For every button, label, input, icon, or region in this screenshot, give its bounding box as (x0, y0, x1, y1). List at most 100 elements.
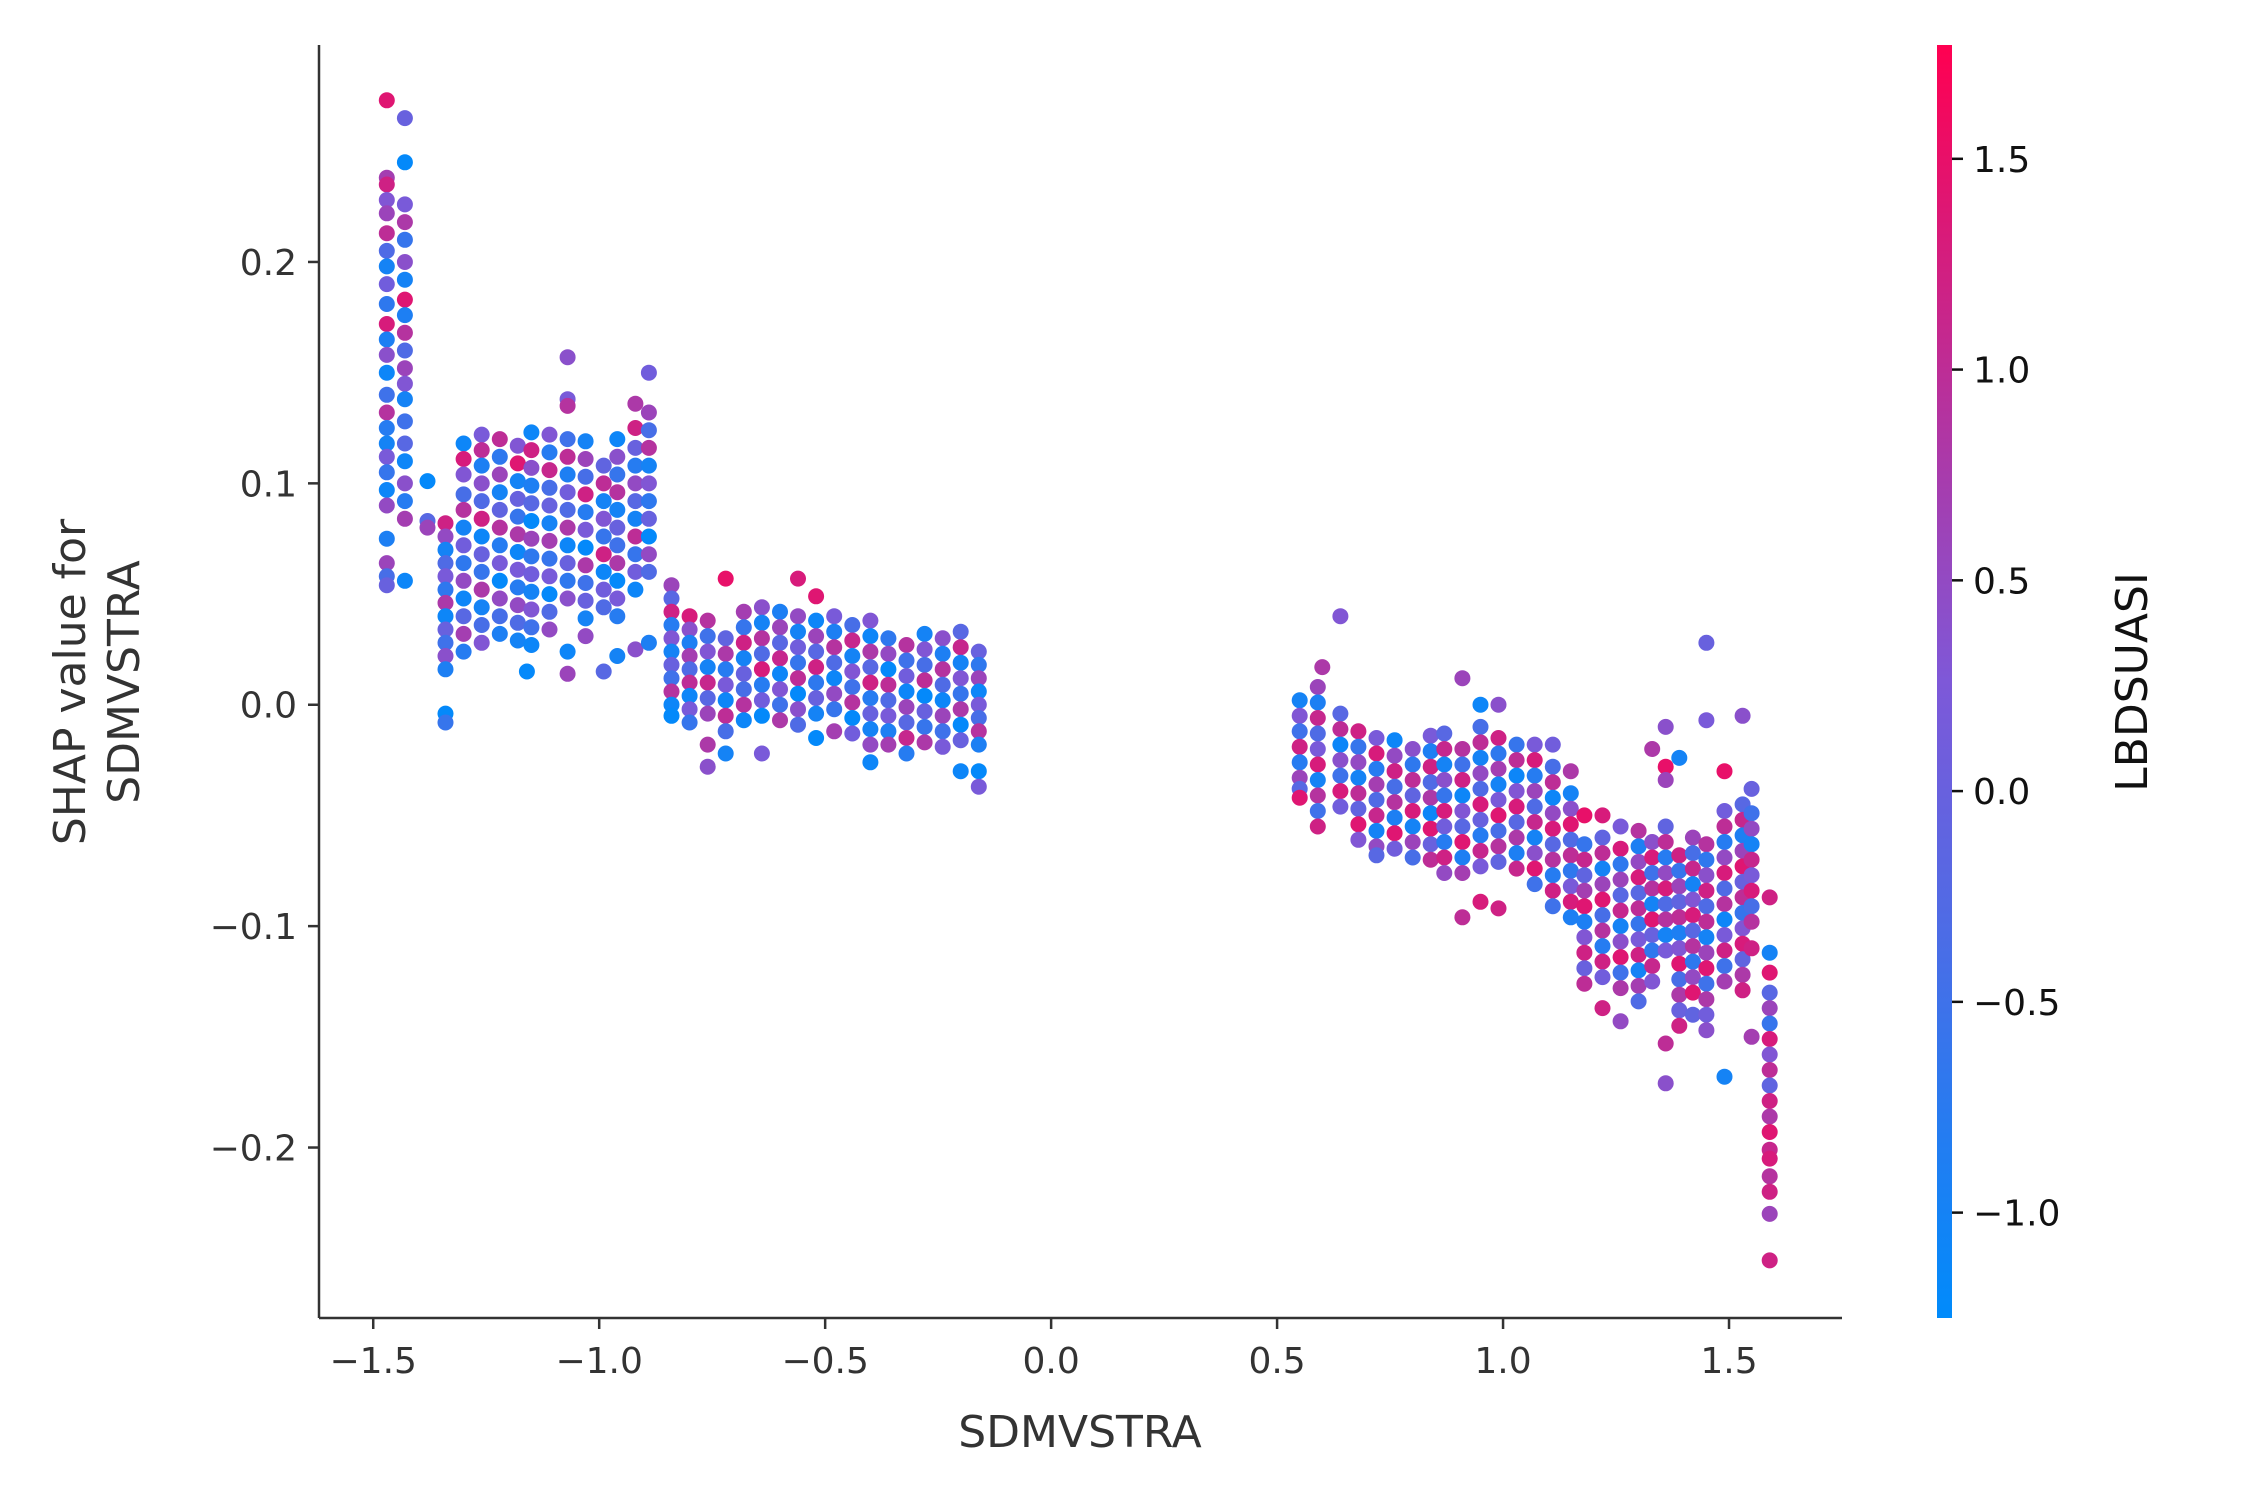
data-point (826, 685, 843, 702)
data-point (378, 386, 395, 403)
data-point (455, 519, 472, 536)
colorbar-tick-label: −0.5 (1973, 983, 2060, 1024)
x-tick-label: −1.5 (330, 1341, 417, 1382)
data-point (1454, 756, 1471, 773)
data-point (455, 466, 472, 483)
data-point (1743, 867, 1760, 884)
data-point (1716, 1068, 1733, 1085)
data-point (640, 422, 657, 439)
data-point (898, 683, 915, 700)
data-point (1684, 860, 1701, 877)
data-point (1436, 818, 1453, 835)
data-point (1761, 984, 1778, 1001)
data-point (1630, 838, 1647, 855)
data-point (1644, 849, 1661, 866)
data-point (1350, 738, 1367, 755)
data-point (1404, 849, 1421, 866)
data-point (663, 643, 680, 660)
colorbar-tick-label: 1.5 (1973, 140, 2030, 181)
data-point (609, 466, 626, 483)
data-point (627, 563, 644, 580)
data-point (699, 690, 716, 707)
y-axis-title-line-2: SDMVSTRA (99, 560, 150, 804)
data-point (609, 555, 626, 572)
data-point (609, 590, 626, 607)
data-point (1332, 705, 1349, 722)
data-point (1309, 694, 1326, 711)
data-point (862, 754, 879, 771)
data-point (1544, 836, 1561, 853)
data-point (491, 519, 508, 536)
data-point (1698, 991, 1715, 1008)
data-point (898, 714, 915, 731)
data-point (1386, 809, 1403, 826)
data-point (934, 645, 951, 662)
data-point (1698, 882, 1715, 899)
data-point (1761, 1168, 1778, 1185)
data-point (952, 685, 969, 702)
data-point (1368, 822, 1385, 839)
data-point (378, 448, 395, 465)
data-point (717, 707, 734, 724)
data-point (1716, 973, 1733, 990)
data-point (455, 451, 472, 467)
data-point (970, 656, 987, 673)
data-point (609, 484, 626, 501)
data-point (934, 723, 951, 740)
data-point (473, 426, 490, 443)
data-point (509, 544, 526, 560)
data-point (509, 490, 526, 507)
data-point (455, 643, 472, 660)
data-point (862, 628, 879, 645)
data-point (880, 676, 897, 693)
data-point (541, 532, 558, 549)
data-point (509, 437, 526, 454)
data-point (1490, 853, 1507, 870)
colorbar-title: LBDSUASI (2107, 572, 2158, 792)
data-point (1698, 944, 1715, 961)
data-point (1657, 911, 1674, 928)
data-point (559, 590, 576, 607)
data-point (681, 701, 698, 718)
data-point (1309, 741, 1326, 757)
data-point (1350, 800, 1367, 817)
data-point (473, 634, 490, 651)
data-point (1657, 818, 1674, 835)
data-point (1698, 836, 1715, 853)
data-point (1684, 907, 1701, 924)
data-point (1671, 893, 1688, 910)
data-point (844, 710, 861, 726)
data-point (735, 681, 752, 698)
data-point (378, 577, 395, 594)
y-axis-title-line-1: SHAP value for (45, 518, 96, 845)
data-point (1743, 805, 1760, 822)
data-point (396, 391, 413, 408)
data-point (862, 612, 879, 629)
data-point (1422, 727, 1439, 744)
data-point (1594, 922, 1611, 939)
data-point (396, 342, 413, 359)
data-point (1454, 834, 1471, 850)
data-point (1332, 752, 1349, 769)
data-point (473, 581, 490, 598)
data-point (491, 537, 508, 554)
data-point (1454, 741, 1471, 757)
data-point (844, 663, 861, 680)
data-point (1526, 829, 1543, 846)
data-point (1332, 608, 1349, 625)
data-point (378, 331, 395, 348)
data-point (1594, 876, 1611, 893)
data-point (1612, 1013, 1629, 1030)
data-point (1368, 730, 1385, 746)
data-point (970, 710, 987, 726)
data-point (1454, 865, 1471, 881)
colorbar-ticks: −1.0 −0.5 0.0 0.5 1.0 1.5 (1952, 140, 2060, 1235)
data-point (1612, 818, 1629, 835)
data-point (396, 435, 413, 452)
data-point (1612, 902, 1629, 919)
data-point (880, 630, 897, 647)
data-point (541, 586, 558, 603)
data-point (473, 510, 490, 527)
data-point (1630, 946, 1647, 963)
data-point (717, 630, 734, 647)
